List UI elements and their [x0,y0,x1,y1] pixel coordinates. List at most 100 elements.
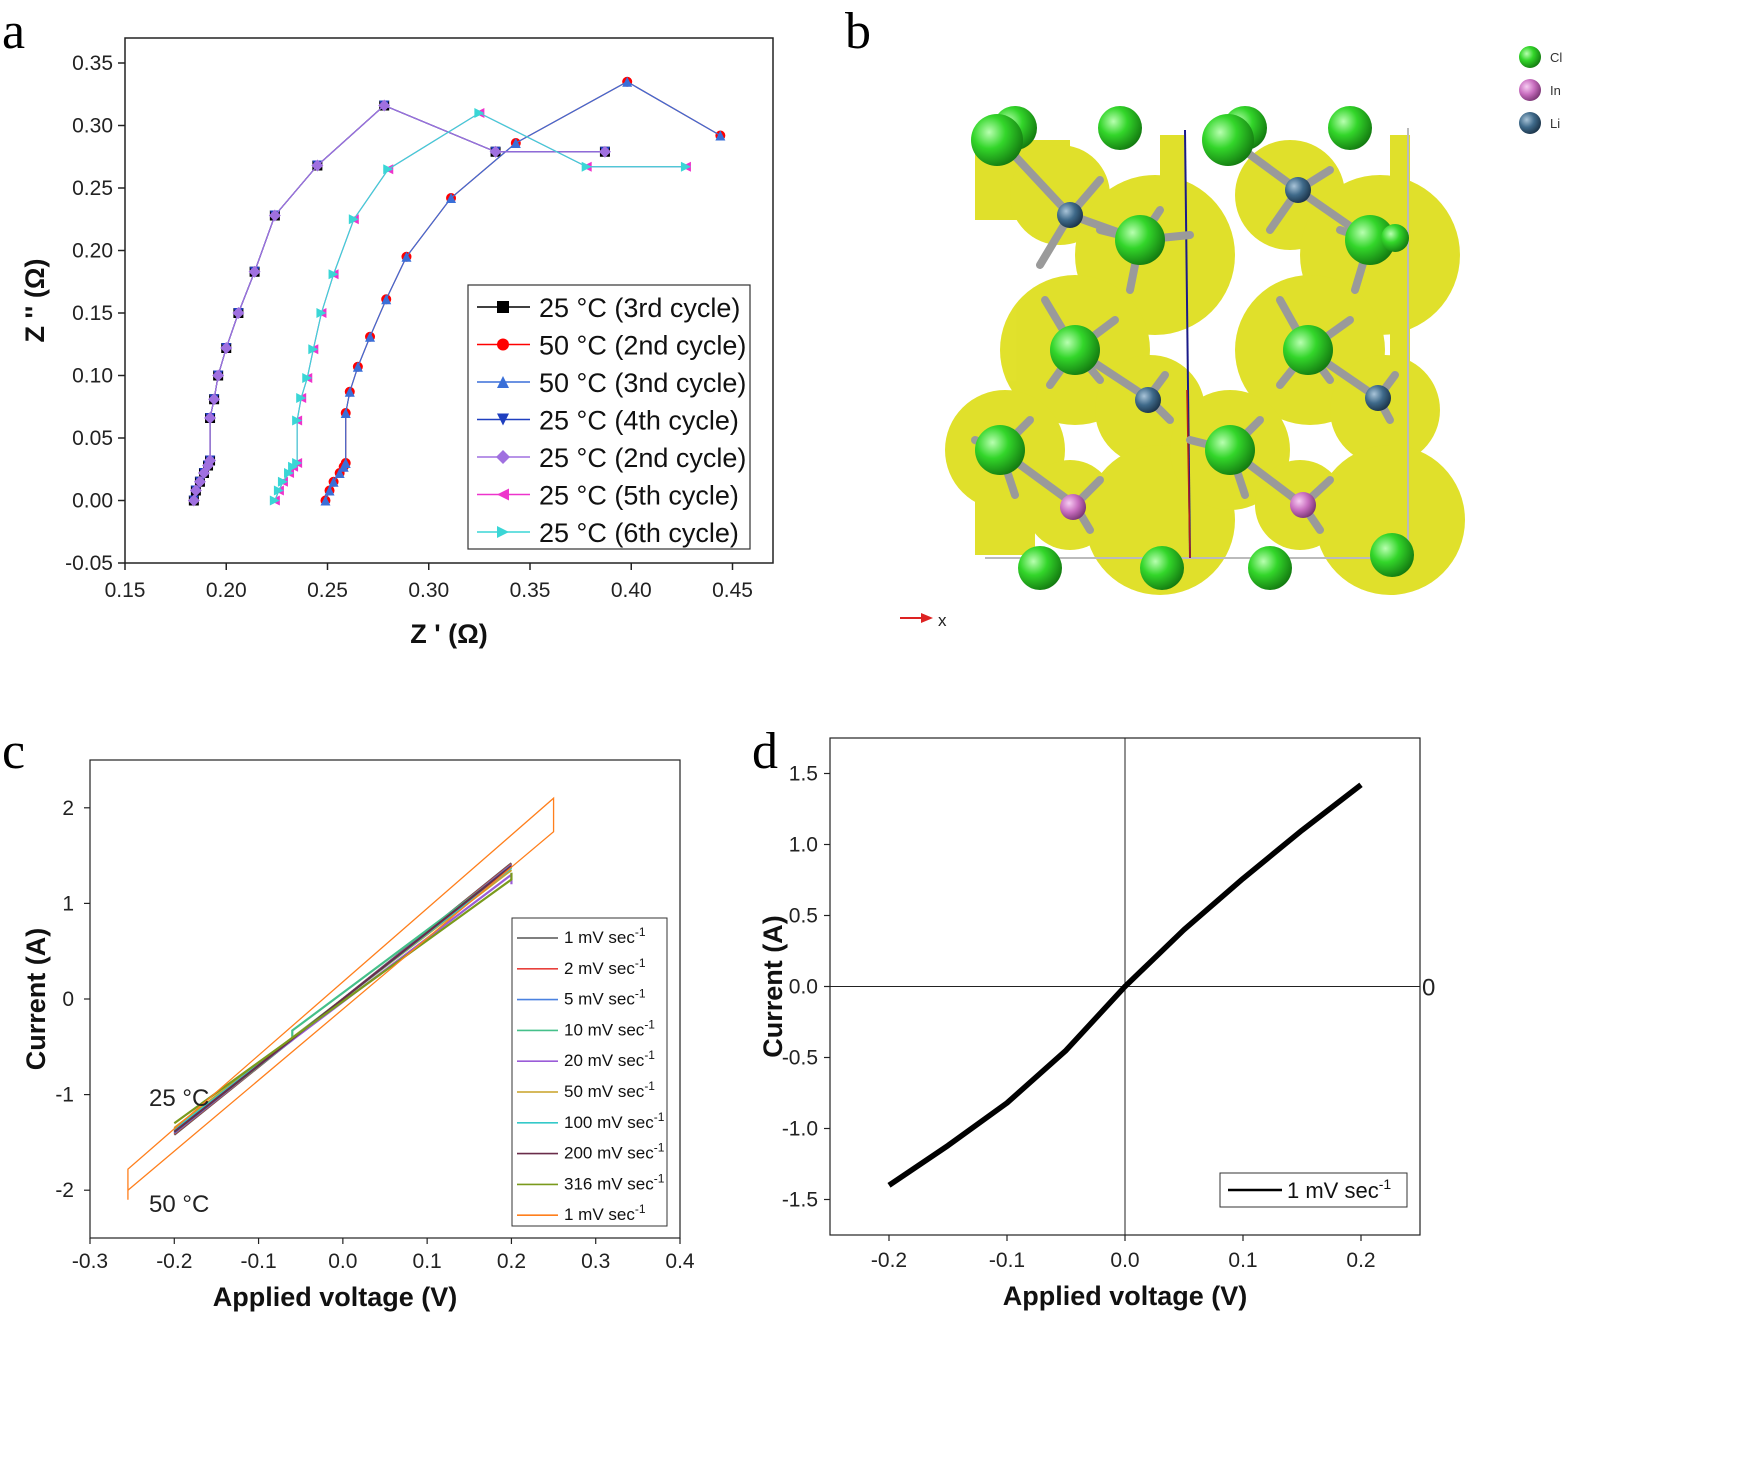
y-tick-label: 0.10 [72,365,113,388]
data-point [497,301,509,313]
y-axis-title: Current (A) [21,928,51,1071]
data-point [302,373,313,383]
panel-letter-c: c [2,723,26,780]
data-point [292,458,303,468]
legend-superscript: -1 [654,1141,665,1155]
legend-label: 20 mV sec-1 [564,1048,655,1070]
data-point [680,161,691,172]
x-tick-label: -0.3 [72,1250,108,1273]
data-point [232,307,245,319]
legend-label: 25 °C (6th cycle) [539,518,739,548]
atoms [971,106,1414,590]
in-atom [1060,494,1086,520]
x-tick-label: 0.2 [1346,1249,1375,1272]
coordinate-axes: z x y [900,611,947,630]
data-point [622,76,633,87]
x-axis-title: Applied voltage (V) [1003,1281,1248,1311]
cl-atom [1098,106,1142,150]
series-triangle-up [320,76,726,506]
cl-atom [975,425,1025,475]
series-line [173,865,513,1133]
data-point [340,408,351,418]
data-point [193,475,206,488]
cl-atom [1381,224,1409,252]
y-tick-label: 0.20 [72,240,113,263]
cl-atom [1202,114,1254,166]
data-point [189,484,202,497]
in-legend-swatch [1519,79,1541,101]
legend-superscript: -1 [635,1202,646,1216]
data-point [401,251,412,262]
data-point [187,494,200,507]
legend-label: 100 mV sec-1 [564,1110,665,1132]
legend-superscript: -1 [654,1171,665,1185]
data-point [497,488,509,501]
data-point [273,485,284,496]
data-point [204,454,217,467]
legend: 25 °C (3rd cycle) 50 °C (2nd cycle) 50 °C … [467,284,751,550]
x-tick-label: -0.1 [240,1250,276,1273]
data-point [208,393,221,406]
y-tick-label: 0.05 [72,427,113,450]
y-tick-label: -0.5 [782,1047,818,1070]
legend-superscript: -1 [644,1079,655,1093]
legend-label: 316 mV sec-1 [564,1171,665,1193]
data-point [378,99,391,112]
li-atom [1057,202,1083,228]
x-tick-label: 0.45 [712,579,753,602]
data-point [340,458,351,468]
data-point [474,108,485,118]
legend-superscript: -1 [644,1017,655,1031]
data-point [328,269,339,280]
data-point [344,386,355,397]
cl-atom [1018,546,1062,590]
data-point [497,338,509,351]
cl-atom [1345,215,1395,265]
data-point [598,145,611,158]
data-point [320,495,331,506]
nyquist-chart: 0.15 0.20 0.25 0.30 0.35 0.40 0.45 -0.05 0.00 0.0… [20,37,774,649]
plot-frame [124,37,774,564]
data-point [292,415,303,426]
data-point [212,369,225,382]
legend-box [467,284,751,550]
x-tick-label: -0.1 [989,1249,1025,1272]
x-tick-label: 0.0 [328,1250,357,1273]
data-point [269,495,280,506]
cl-atom [1328,106,1372,150]
data-point [497,413,509,426]
x-axis-title: Z ' (Ω) [410,619,488,649]
data-point [715,130,726,141]
y-tick-label: 1.0 [789,834,818,857]
data-point [510,138,521,148]
panel-letter-a: a [2,3,26,60]
legend-label: 1 mV sec-1 [564,925,646,947]
x-tick-label: 0.40 [611,579,652,602]
legend-label: 50 mV sec-1 [564,1079,655,1101]
crystal-structure-panel: z x y Cl In Li [900,46,1562,630]
y-tick-label: 0 [62,988,74,1011]
in-atom [1290,492,1316,518]
y-tick-label: 0.15 [72,302,113,325]
x-tick-label: -0.2 [156,1250,192,1273]
x-tick-label: 0.4 [665,1250,695,1273]
legend-superscript: -1 [654,1110,665,1124]
x-tick-label: 0.1 [1228,1249,1257,1272]
x-axis-label: x [938,611,947,630]
y-tick-label: 0.30 [72,115,113,138]
y-tick-label: 1 [62,892,74,915]
legend-superscript: -1 [635,925,646,939]
legend-label: 25 °C (5th cycle) [539,481,739,511]
data-point [334,468,345,478]
x-tick-label: 0.3 [581,1250,610,1273]
legend-label: 10 mV sec-1 [564,1017,655,1039]
x-tick-label: 0.25 [307,579,348,602]
y-tick-label: 0.5 [789,905,818,928]
legend-superscript: -1 [644,1048,655,1062]
in-legend-label: In [1550,83,1561,98]
li-legend-label: Li [1550,116,1560,131]
data-point [352,361,363,372]
y-tick-label: 0.25 [72,177,113,200]
data-point [381,294,392,305]
legend-label: 1 mV sec-1 [1287,1176,1391,1203]
